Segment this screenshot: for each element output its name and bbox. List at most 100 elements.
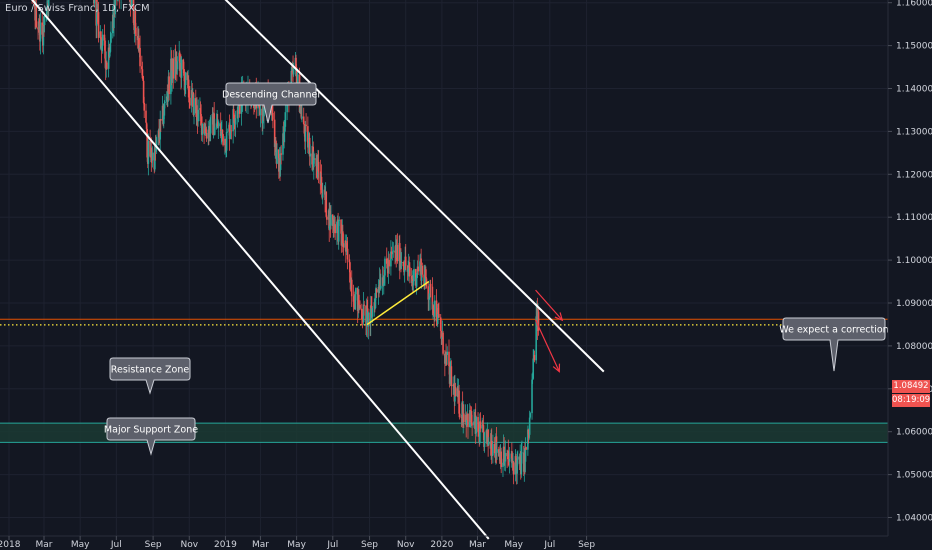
candle-body bbox=[437, 308, 440, 315]
callouts-layer: Descending Channel We expect a correction… bbox=[104, 82, 889, 456]
candle-body bbox=[184, 85, 186, 91]
candle-body bbox=[362, 304, 365, 323]
candle-body bbox=[507, 450, 510, 460]
x-tick-label: Mar bbox=[469, 540, 486, 550]
candle-body bbox=[429, 283, 432, 287]
candle-body bbox=[388, 259, 390, 267]
candle-body bbox=[445, 351, 447, 355]
candle-body bbox=[481, 424, 484, 429]
candle-body bbox=[435, 300, 438, 322]
candle-body bbox=[441, 336, 443, 339]
x-tick-label: 2018 bbox=[0, 540, 21, 550]
candle-body bbox=[162, 105, 164, 124]
y-tick-label: 1.11000 bbox=[896, 213, 932, 223]
y-tick-label: 1.16000 bbox=[896, 0, 932, 9]
x-tick-label: Mar bbox=[35, 540, 52, 550]
candle-body bbox=[183, 69, 185, 76]
candle-body bbox=[46, 3, 49, 9]
candle-body bbox=[196, 105, 198, 121]
candle-body bbox=[452, 384, 455, 387]
candle-body bbox=[416, 274, 418, 278]
candle-body bbox=[366, 305, 368, 309]
y-tick-label: 1.15000 bbox=[896, 42, 932, 52]
candle-body bbox=[321, 194, 324, 198]
candle-body bbox=[213, 127, 216, 135]
candle-body bbox=[193, 98, 195, 115]
x-tick-label: Sep bbox=[361, 540, 378, 550]
candle-body bbox=[37, 27, 39, 30]
candle-body bbox=[359, 304, 361, 309]
candle-body bbox=[188, 97, 191, 99]
candle-body bbox=[403, 266, 405, 273]
candle-body bbox=[334, 224, 336, 234]
projection-arrowhead-1 bbox=[554, 312, 564, 322]
candle-body bbox=[502, 462, 504, 468]
callout-support-label: Major Support Zone bbox=[104, 425, 198, 436]
callout-channel-bubble bbox=[225, 82, 317, 124]
candle-body bbox=[515, 456, 517, 463]
candle-body bbox=[527, 429, 529, 450]
candle-body bbox=[205, 132, 208, 139]
candle-body bbox=[503, 461, 506, 464]
candle-body bbox=[154, 145, 156, 170]
candle-body bbox=[42, 25, 45, 46]
candle-body bbox=[346, 243, 348, 249]
candle-body bbox=[527, 429, 530, 435]
candle-body bbox=[367, 312, 370, 327]
candle-body bbox=[138, 38, 140, 52]
candle-body bbox=[493, 443, 496, 454]
candle-body bbox=[101, 45, 103, 51]
candle-body bbox=[155, 138, 158, 146]
candle-body bbox=[521, 452, 523, 454]
candle-body bbox=[477, 417, 479, 432]
candle-body bbox=[280, 153, 282, 155]
candle-body bbox=[283, 132, 285, 142]
projection-arrow-1 bbox=[535, 289, 563, 321]
candle-body bbox=[299, 107, 301, 113]
candle-body bbox=[236, 110, 239, 118]
x-tick-label: 2019 bbox=[214, 540, 237, 550]
candle-body bbox=[361, 308, 363, 320]
candle-body bbox=[508, 459, 511, 462]
candle-body bbox=[404, 256, 407, 266]
candle-body bbox=[114, 0, 116, 15]
candle-body bbox=[349, 262, 351, 283]
candle-body bbox=[295, 57, 297, 68]
candle-body bbox=[528, 417, 531, 435]
y-tick-label: 1.10000 bbox=[896, 256, 932, 266]
candle-body bbox=[199, 108, 202, 115]
candle-body bbox=[353, 301, 355, 308]
candle-body bbox=[187, 79, 190, 98]
candle-body bbox=[220, 131, 223, 136]
candle-body bbox=[162, 115, 165, 124]
y-tick-label: 1.09000 bbox=[896, 299, 932, 309]
candle-body bbox=[184, 72, 187, 86]
y-tick-label: 1.05000 bbox=[896, 471, 932, 481]
candle-body bbox=[213, 113, 215, 135]
candle-body bbox=[417, 266, 419, 272]
candle-body bbox=[284, 112, 287, 127]
candle-body bbox=[158, 130, 160, 138]
candle-body bbox=[159, 119, 162, 140]
candle-body bbox=[273, 119, 276, 147]
candle-body bbox=[150, 147, 153, 161]
candle-body bbox=[172, 58, 175, 79]
candle-body bbox=[292, 68, 295, 75]
candle-body bbox=[291, 70, 293, 72]
candle-body bbox=[308, 137, 311, 157]
candle-body bbox=[313, 158, 316, 160]
candle-body bbox=[495, 436, 498, 453]
candle-body bbox=[190, 89, 193, 106]
candle-body bbox=[409, 267, 411, 277]
candle-body bbox=[483, 432, 486, 448]
candle-body bbox=[496, 449, 498, 453]
callout-channel: Descending Channel bbox=[222, 82, 320, 124]
channel-lower-line bbox=[30, 0, 490, 540]
candle-body bbox=[47, 0, 50, 6]
candle-body bbox=[377, 287, 380, 293]
candle-body bbox=[432, 305, 435, 314]
candle-body bbox=[512, 462, 515, 475]
candle-body bbox=[412, 278, 414, 282]
candle-body bbox=[313, 159, 315, 168]
